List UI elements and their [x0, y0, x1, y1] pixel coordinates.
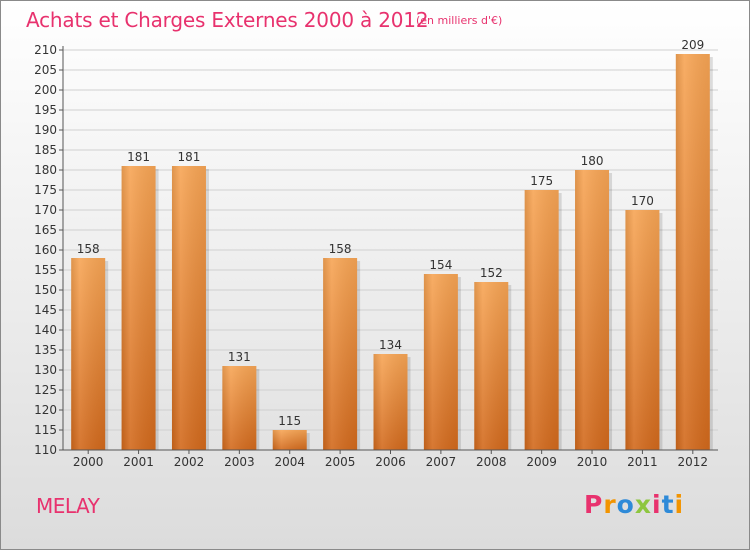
- bar-highlight: [121, 166, 156, 450]
- y-tick-label: 180: [34, 163, 57, 177]
- y-tick-label: 125: [34, 383, 57, 397]
- bar-value-label: 158: [77, 242, 100, 256]
- bar-value-label: 134: [379, 338, 402, 352]
- x-tick-label: 2003: [224, 455, 255, 469]
- bar-value-label: 181: [127, 150, 150, 164]
- bar-value-label: 170: [631, 194, 654, 208]
- axes: 110 115 120 125 130 135 140 145 150 155 160 165 170 1…: [34, 43, 718, 469]
- chart-title: Achats et Charges Externes 2000 à 2012: [26, 8, 429, 32]
- logo-letter: x: [634, 490, 652, 519]
- y-tick-label: 120: [34, 403, 57, 417]
- bar-highlight: [323, 258, 358, 450]
- y-tick-label: 185: [34, 143, 57, 157]
- bar-highlight: [575, 170, 610, 450]
- y-tick-label: 170: [34, 203, 57, 217]
- y-tick-label: 195: [34, 103, 57, 117]
- y-tick-label: 155: [34, 263, 57, 277]
- logo-letter: i: [652, 490, 662, 519]
- x-tick-label: 2008: [476, 455, 507, 469]
- logo-letter: P: [584, 490, 604, 519]
- y-tick-label: 135: [34, 343, 57, 357]
- logo-letter: o: [616, 490, 635, 519]
- y-tick-label: 210: [34, 43, 57, 57]
- proxiti-logo: Proxiti: [584, 490, 684, 519]
- x-tick-label: 2009: [526, 455, 557, 469]
- y-tick-label: 205: [34, 63, 57, 77]
- bar-highlight: [474, 282, 509, 450]
- logo-letter: r: [603, 490, 617, 519]
- x-tick-label: 2007: [426, 455, 457, 469]
- y-tick-label: 140: [34, 323, 57, 337]
- bar-highlight: [675, 54, 710, 450]
- bar-value-label: 131: [228, 350, 251, 364]
- chart-unit: (en milliers d'€): [416, 14, 503, 27]
- y-tick-label: 115: [34, 423, 57, 437]
- bar-highlight: [171, 166, 206, 450]
- bar-highlight: [423, 274, 458, 450]
- y-tick-label: 165: [34, 223, 57, 237]
- bar-highlight: [222, 366, 257, 450]
- bar-highlight: [524, 190, 559, 450]
- bar-value-label: 115: [278, 414, 301, 428]
- y-tick-label: 160: [34, 243, 57, 257]
- bar-highlight: [272, 430, 307, 450]
- logo-letter: i: [674, 490, 685, 519]
- y-tick-label: 175: [34, 183, 57, 197]
- bar-value-label: 152: [480, 266, 503, 280]
- bar-highlight: [373, 354, 408, 450]
- bar-value-label: 175: [530, 174, 553, 188]
- bar-highlight: [625, 210, 660, 450]
- y-tick-label: 200: [34, 83, 57, 97]
- bars: 158 181 181 131 115 158 134 154 152 175 180 170 209: [71, 38, 713, 450]
- x-tick-label: 2006: [375, 455, 406, 469]
- y-tick-label: 190: [34, 123, 57, 137]
- x-tick-label: 2011: [627, 455, 658, 469]
- bar-value-label: 209: [681, 38, 704, 52]
- bar-value-label: 158: [329, 242, 352, 256]
- x-tick-label: 2000: [73, 455, 104, 469]
- logo-letter: t: [661, 490, 675, 519]
- town-name: MELAY: [36, 494, 100, 518]
- x-tick-label: 2001: [123, 455, 154, 469]
- y-tick-label: 150: [34, 283, 57, 297]
- bar-value-label: 181: [178, 150, 201, 164]
- bar-value-label: 180: [581, 154, 604, 168]
- y-tick-label: 110: [34, 443, 57, 457]
- x-tick-label: 2005: [325, 455, 356, 469]
- x-tick-label: 2002: [174, 455, 205, 469]
- y-tick-label: 145: [34, 303, 57, 317]
- y-tick-label: 130: [34, 363, 57, 377]
- bar-highlight: [71, 258, 106, 450]
- x-tick-label: 2004: [274, 455, 305, 469]
- bar-value-label: 154: [429, 258, 452, 272]
- x-tick-label: 2012: [678, 455, 709, 469]
- x-tick-label: 2010: [577, 455, 608, 469]
